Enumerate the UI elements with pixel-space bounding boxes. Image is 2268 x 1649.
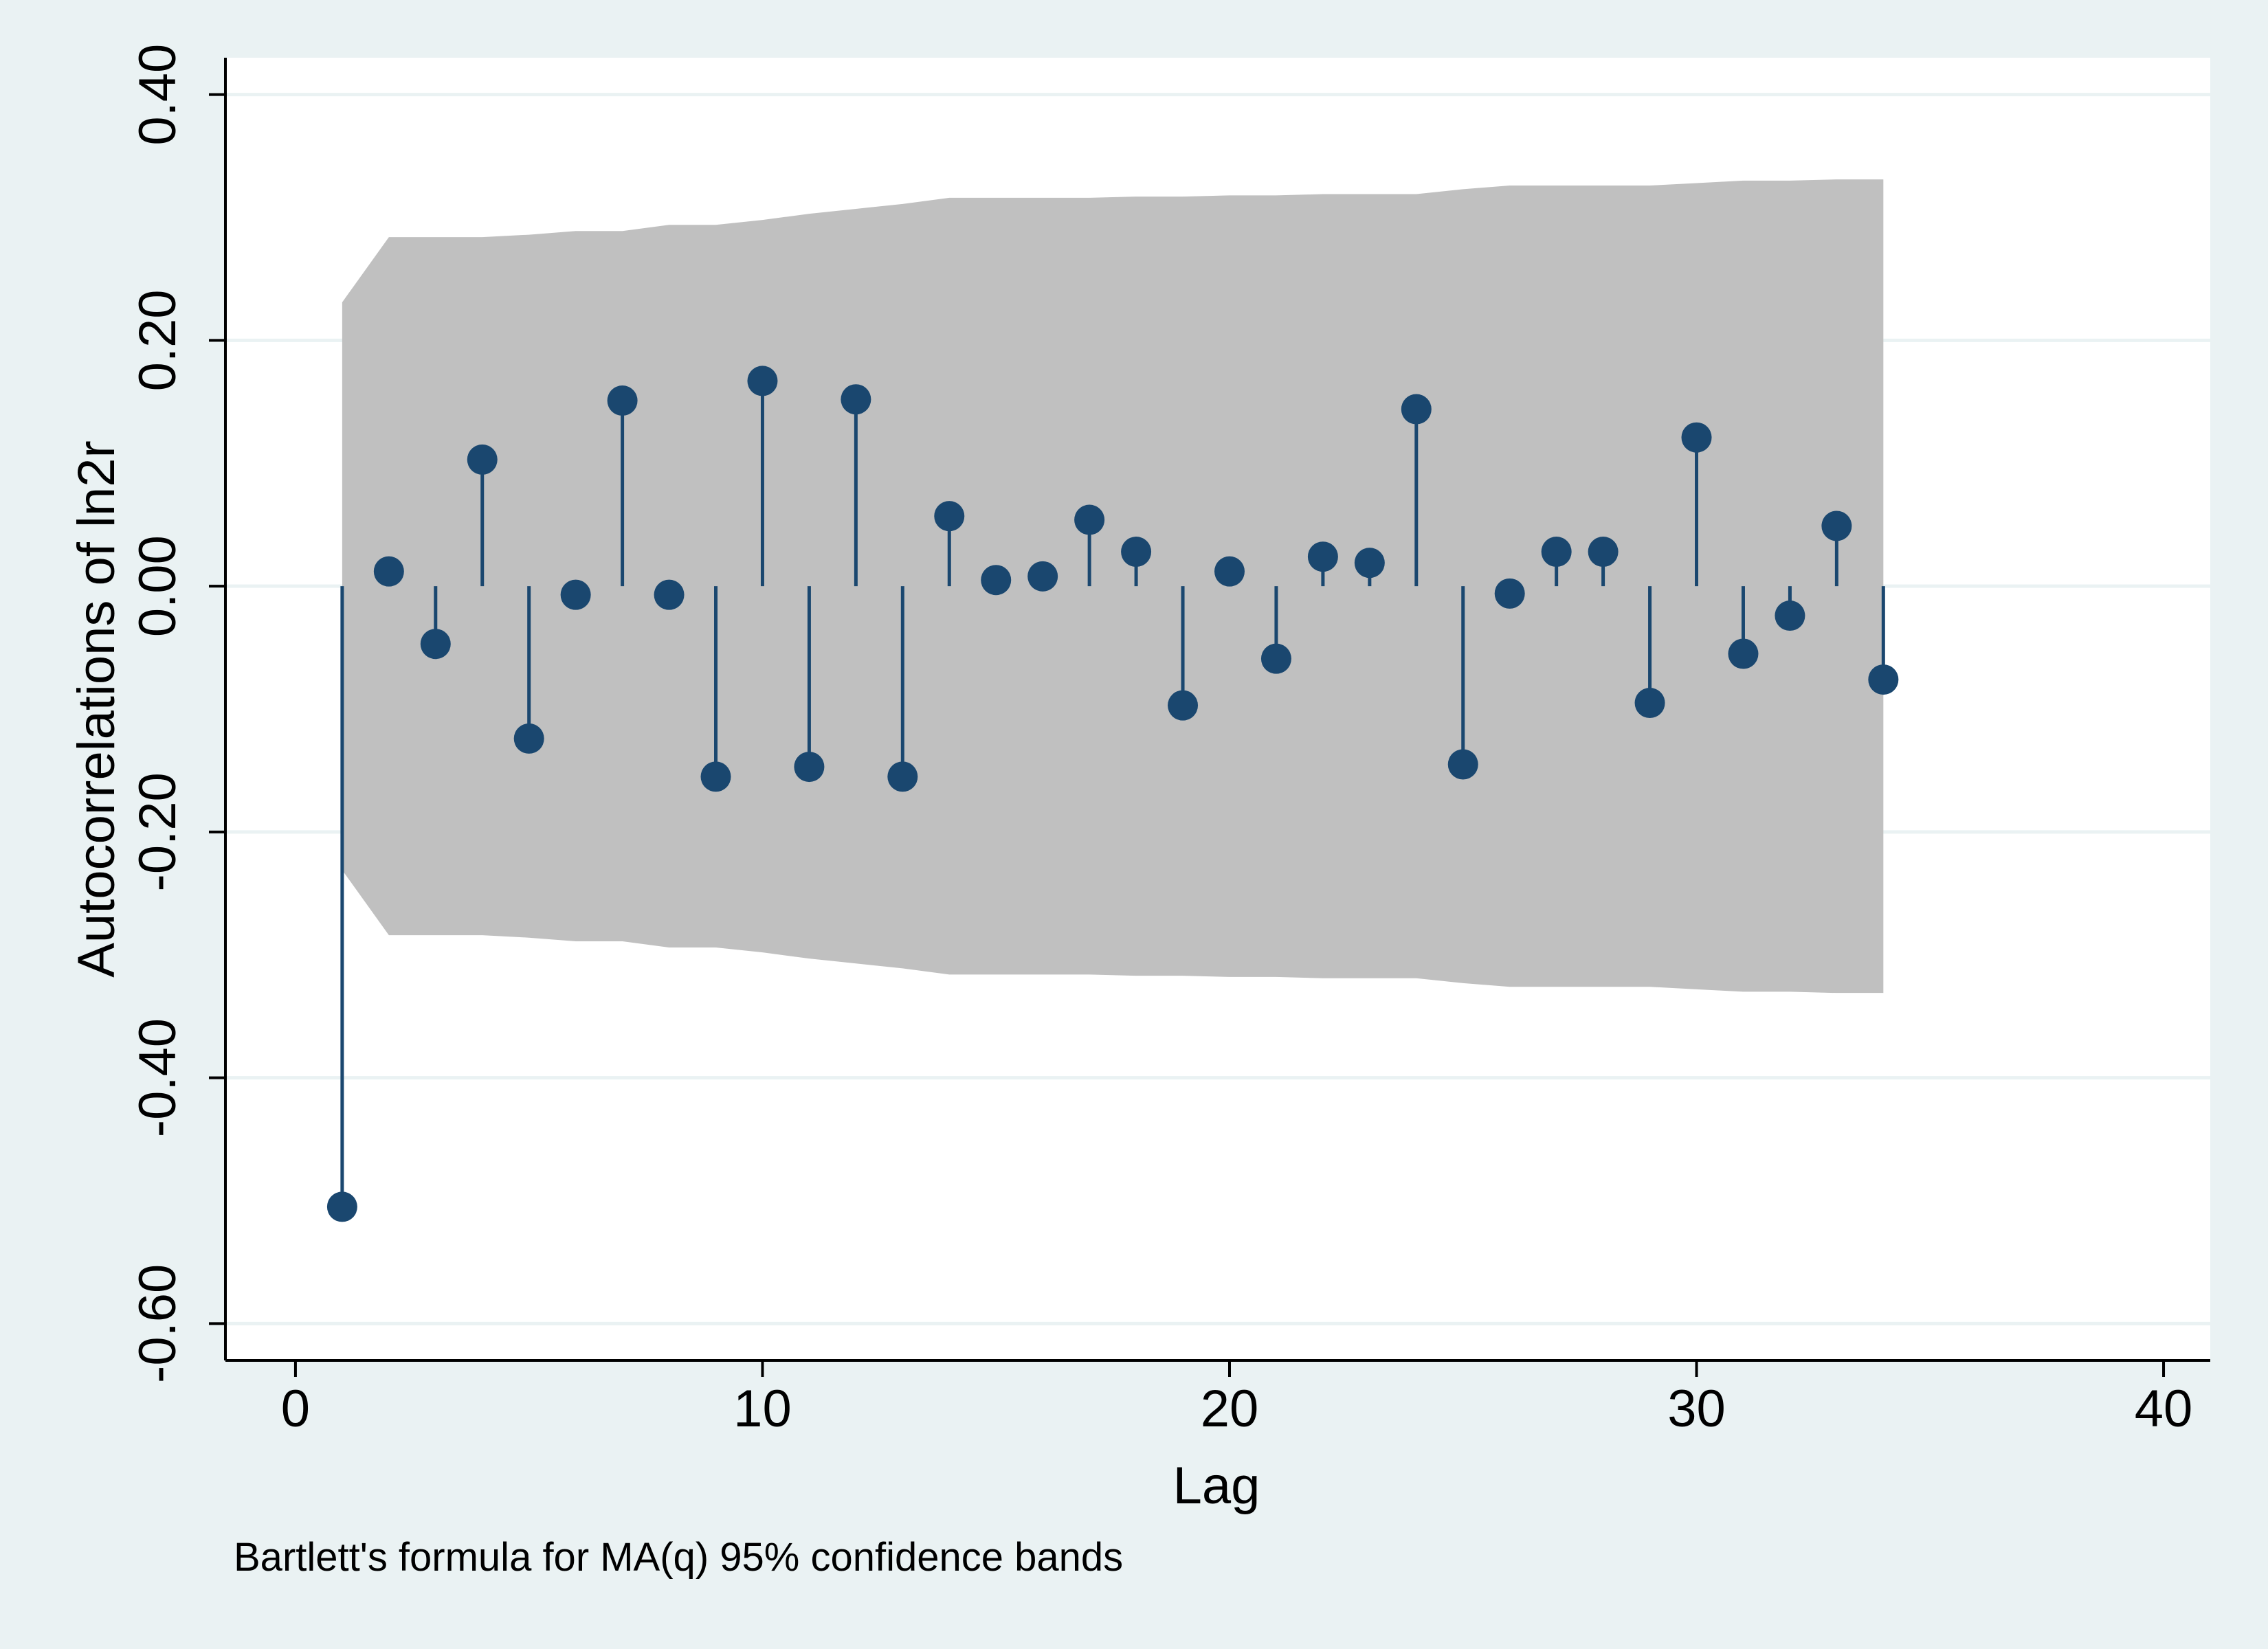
- stem-marker-7: [607, 385, 638, 416]
- stem-marker-2: [373, 556, 404, 587]
- stem-marker-1: [326, 1191, 357, 1222]
- stem-marker-19: [1168, 690, 1199, 721]
- y-tick-label-4: 0.20: [129, 289, 187, 391]
- stem-marker-29: [1634, 688, 1665, 719]
- x-axis-title: Lag: [1173, 1457, 1260, 1515]
- stem-marker-22: [1307, 541, 1338, 572]
- stem-marker-13: [887, 761, 918, 792]
- stem-marker-15: [981, 565, 1012, 596]
- stem-marker-16: [1027, 561, 1058, 592]
- stem-marker-4: [467, 444, 498, 475]
- stem-marker-27: [1541, 537, 1572, 568]
- chart-note: Bartlett's formula for MA(q) 95% confide…: [234, 1535, 1123, 1580]
- stem-marker-11: [794, 752, 825, 783]
- stem-marker-32: [1775, 601, 1805, 631]
- stem-marker-28: [1588, 537, 1619, 568]
- stem-marker-3: [420, 629, 451, 660]
- x-tick-label-3: 30: [1667, 1380, 1726, 1438]
- stem-marker-21: [1260, 643, 1291, 674]
- stem-marker-12: [841, 384, 871, 415]
- stem-marker-5: [513, 723, 544, 754]
- y-tick-label-0: -0.60: [129, 1264, 187, 1383]
- stem-marker-33: [1821, 511, 1852, 541]
- stem-marker-10: [747, 366, 778, 396]
- y-tick-label-1: -0.40: [129, 1018, 187, 1137]
- stem-marker-26: [1494, 578, 1525, 609]
- y-axis-title: Autocorrelations of ln2r: [67, 440, 126, 978]
- stem-marker-34: [1868, 664, 1899, 695]
- stem-marker-30: [1681, 422, 1712, 453]
- stem-marker-8: [654, 579, 685, 610]
- stem-marker-6: [560, 579, 591, 610]
- y-tick-label-2: -0.20: [129, 772, 187, 891]
- x-tick-label-2: 20: [1201, 1380, 1259, 1438]
- stem-marker-23: [1354, 548, 1385, 579]
- y-tick-label-5: 0.40: [129, 44, 187, 146]
- stem-marker-14: [934, 501, 965, 532]
- stem-marker-9: [700, 761, 731, 792]
- stem-marker-24: [1401, 394, 1432, 425]
- stem-marker-20: [1214, 556, 1245, 587]
- axes: [224, 58, 2210, 1362]
- stem-marker-18: [1121, 537, 1152, 568]
- stem-marker-31: [1728, 638, 1759, 669]
- stem-series: [326, 366, 1899, 1222]
- x-tick-label-0: 0: [281, 1380, 310, 1438]
- tick-labels: 0 10 20 30 40 -0.60 -0.40 -0.20 0.00 0.20 0.40: [129, 44, 2192, 1438]
- y-tick-label-3: 0.00: [129, 535, 187, 637]
- x-tick-label-4: 40: [2135, 1380, 2193, 1438]
- stem-marker-17: [1074, 504, 1105, 535]
- stem-marker-25: [1447, 749, 1478, 780]
- x-tick-label-1: 10: [733, 1380, 792, 1438]
- confidence-band: [342, 179, 1884, 994]
